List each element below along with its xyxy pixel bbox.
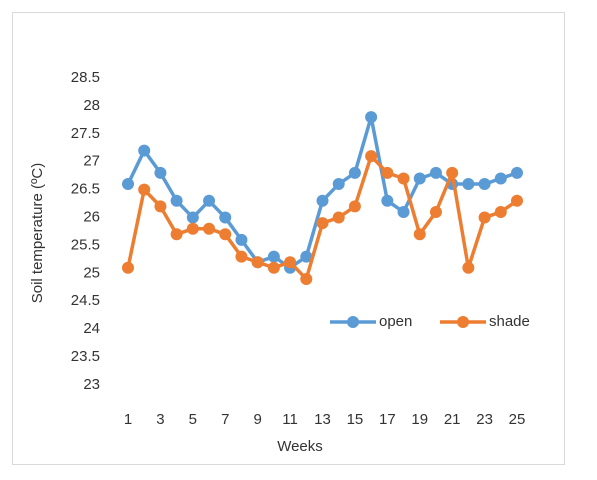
x-tick-label: 13 <box>314 411 331 428</box>
point <box>154 166 167 179</box>
x-tick-label: 21 <box>444 411 461 428</box>
point <box>413 228 426 241</box>
x-tick-label: 11 <box>282 411 298 428</box>
point <box>203 194 216 207</box>
point <box>138 144 151 157</box>
point <box>235 233 248 246</box>
y-tick-label: 25 <box>83 264 100 281</box>
y-tick-label: 27 <box>83 153 100 170</box>
point <box>138 183 151 196</box>
x-tick-label: 1 <box>124 411 132 428</box>
point <box>267 250 280 263</box>
point <box>219 228 232 241</box>
x-tick-label: 9 <box>253 411 261 428</box>
point <box>413 172 426 185</box>
point <box>332 211 345 224</box>
chart-border <box>12 12 565 465</box>
point <box>381 166 394 179</box>
point <box>235 250 248 263</box>
point <box>170 194 183 207</box>
point <box>300 272 313 285</box>
y-tick-label: 26 <box>83 209 100 226</box>
x-tick-label: 7 <box>221 411 229 428</box>
point <box>203 222 216 235</box>
x-tick-label: 3 <box>156 411 164 428</box>
point <box>154 200 167 213</box>
point <box>446 166 459 179</box>
x-tick-label: 17 <box>379 411 396 428</box>
y-tick-label: 28 <box>83 97 100 114</box>
y-tick-label: 27.5 <box>71 125 100 142</box>
point <box>365 150 378 163</box>
point <box>462 178 475 191</box>
x-tick-label: 19 <box>411 411 428 428</box>
point <box>494 205 507 218</box>
point <box>170 228 183 241</box>
point <box>186 211 199 224</box>
point <box>381 194 394 207</box>
point <box>186 222 199 235</box>
point <box>122 178 134 191</box>
legend-marker <box>347 316 359 328</box>
point <box>316 194 329 207</box>
y-tick-label: 28.5 <box>71 69 100 86</box>
x-tick-label: 15 <box>347 411 364 428</box>
y-tick-label: 25.5 <box>71 236 100 253</box>
legend-marker <box>457 316 469 328</box>
x-tick-label: 5 <box>189 411 197 428</box>
legend-label: shade <box>489 313 530 330</box>
point <box>348 200 361 213</box>
point <box>348 166 361 179</box>
y-tick-label: 23.5 <box>71 348 100 365</box>
point <box>511 194 523 207</box>
y-axis-title: Soil temperature (ºC) <box>29 163 46 304</box>
point <box>478 178 491 191</box>
point <box>251 256 264 269</box>
x-tick-label: 23 <box>476 411 493 428</box>
point <box>494 172 507 185</box>
point <box>429 166 442 179</box>
point <box>122 261 134 274</box>
y-tick-label: 23 <box>83 376 100 393</box>
point <box>397 172 410 185</box>
x-axis-title: Weeks <box>277 438 323 455</box>
point <box>511 166 523 179</box>
point <box>284 256 297 269</box>
point <box>462 261 475 274</box>
x-tick-label: 25 <box>509 411 526 428</box>
point <box>316 217 329 230</box>
y-tick-label: 24 <box>83 320 100 337</box>
point <box>332 178 345 191</box>
point <box>300 250 313 263</box>
point <box>267 261 280 274</box>
point <box>429 205 442 218</box>
y-tick-label: 24.5 <box>71 292 100 309</box>
point <box>397 205 410 218</box>
point <box>365 111 378 124</box>
point <box>478 211 491 224</box>
legend-label: open <box>379 313 412 330</box>
y-tick-label: 26.5 <box>71 181 100 198</box>
point <box>219 211 232 224</box>
